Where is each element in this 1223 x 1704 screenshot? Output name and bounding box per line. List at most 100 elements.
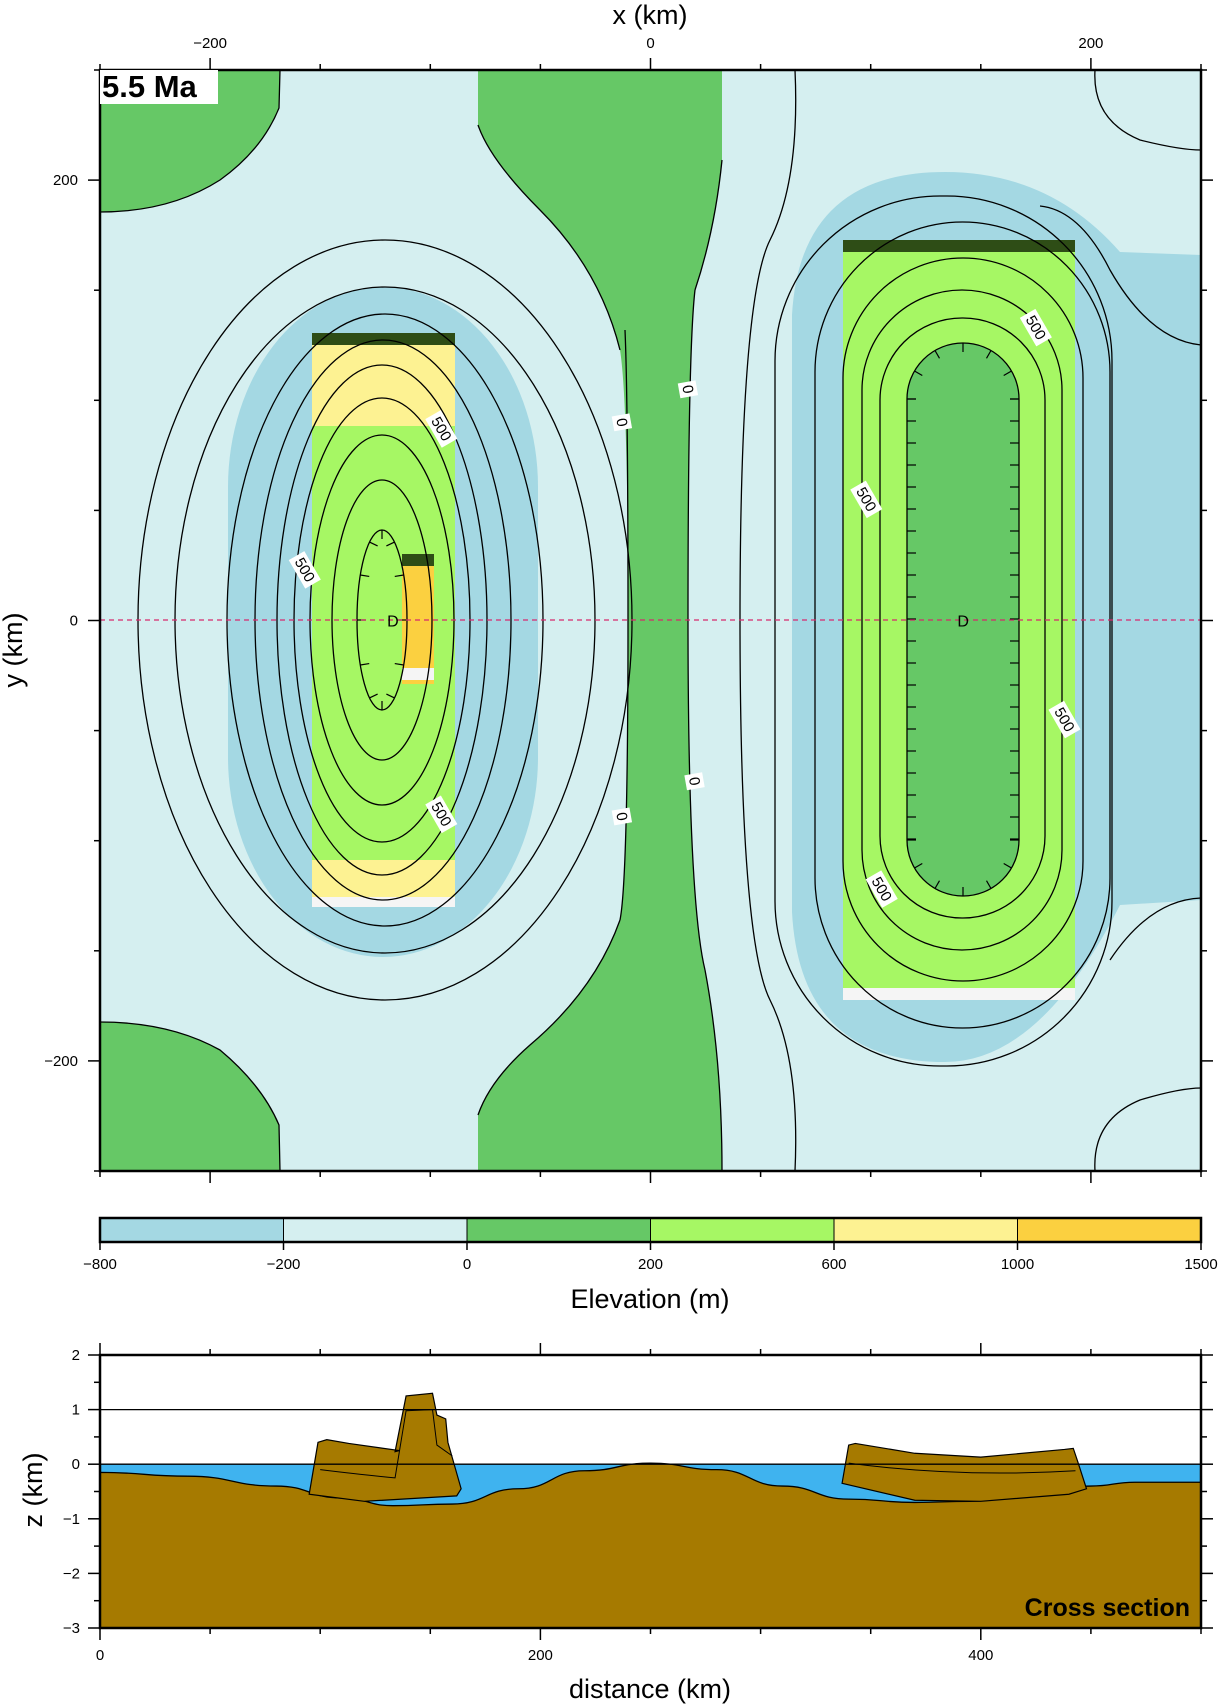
contour-label-text: 0 — [678, 384, 696, 395]
cross-x-tick-label: 200 — [528, 1647, 553, 1664]
contour-label: 0 — [677, 380, 699, 399]
colorbar-label: Elevation (m) — [570, 1284, 729, 1314]
contour-label: 500 — [425, 795, 458, 834]
left-inner-block-bottom — [402, 668, 434, 680]
hachure — [934, 350, 941, 359]
colorbar-tick-label: −800 — [83, 1256, 117, 1273]
colorbar-swatch — [283, 1217, 468, 1243]
depression-marker: D — [957, 614, 969, 631]
cross-y-tick-label: −3 — [63, 1620, 80, 1637]
central-ridge-land — [478, 70, 722, 1171]
cross-section: Cross section 0 200 400 2 1 0 −1 −2 −3 distance … — [18, 1343, 1213, 1704]
contour — [704, 969, 723, 1171]
contour-label-text: 0 — [612, 417, 630, 428]
contour — [100, 1021, 281, 1171]
y-axis-title: y (km) — [0, 613, 28, 688]
cross-x-tick-label: 0 — [96, 1647, 104, 1664]
contour-label-bg — [865, 870, 898, 908]
contour-label-bg — [850, 480, 883, 519]
cross-y-tick-label: −2 — [63, 1565, 80, 1582]
colorbar-swatch — [1017, 1217, 1202, 1243]
cross-x-axis-title: distance (km) — [569, 1674, 731, 1704]
contour-zero-left — [619, 329, 629, 921]
left-basin-high-top — [312, 338, 455, 426]
cross-x-tick-label: 400 — [968, 1647, 993, 1664]
hachure — [985, 880, 992, 889]
contour-label-bg — [611, 413, 633, 432]
contour — [331, 479, 433, 761]
contour-label-bg — [611, 807, 633, 826]
x-tick-label: 0 — [646, 35, 654, 52]
y-tick-label: −200 — [44, 1053, 78, 1070]
cross-y-tick-label: −1 — [63, 1511, 80, 1528]
x-axis-title: x (km) — [613, 0, 688, 30]
hachure — [985, 350, 992, 359]
contour — [694, 159, 723, 291]
contour-label: 0 — [611, 807, 633, 826]
hachure — [394, 574, 404, 578]
colorbar-swatch — [833, 1217, 1018, 1243]
hachure — [386, 693, 395, 699]
colorbar-swatch — [466, 1217, 651, 1243]
colorbar-swatch — [99, 1217, 284, 1243]
contour-label: 0 — [611, 413, 633, 432]
cross-y-tick-label: 2 — [72, 1347, 80, 1364]
hachure — [386, 541, 395, 547]
depression-hachures — [357, 343, 1019, 896]
colorbar-tick-label: 200 — [638, 1256, 663, 1273]
contour — [100, 70, 281, 213]
hachure — [914, 862, 923, 869]
contour — [879, 317, 1046, 919]
land-patch-top-left — [100, 70, 280, 212]
reference-lines — [100, 1408, 1201, 1465]
contour-label: 0 — [684, 772, 705, 791]
hachure — [360, 662, 370, 666]
x-tick-label: 200 — [1078, 35, 1103, 52]
colorbar-tick-label: 0 — [463, 1256, 471, 1273]
map-axes: −200 0 200 200 0 −200 — [44, 35, 1213, 1183]
colorbar-tick-label: 600 — [821, 1256, 846, 1273]
colorbar-tick-label: 1000 — [1001, 1256, 1034, 1273]
left-basin-high-bottom — [312, 860, 455, 902]
cross-y-tick-label: 1 — [72, 1402, 80, 1419]
contour-label-text: 0 — [612, 811, 630, 822]
colorbar-tick-label: −200 — [267, 1256, 301, 1273]
contour-label-bg — [425, 795, 458, 834]
right-basin-top-edge — [843, 240, 1075, 252]
right-basin-bottom-edge — [843, 988, 1075, 1000]
hachure — [1003, 370, 1012, 377]
contour — [1094, 1087, 1201, 1171]
hachure — [369, 693, 378, 699]
hachure — [394, 662, 404, 666]
left-basin-top-edge — [312, 333, 455, 345]
map-title: 5.5 Ma — [102, 69, 198, 104]
y-tick-label: 200 — [53, 172, 78, 189]
contour — [861, 289, 1063, 951]
contour-label-bg — [1019, 308, 1052, 347]
hachure — [1003, 862, 1012, 869]
cross-y-tick-label: 0 — [72, 1456, 80, 1473]
colorbar-swatch — [650, 1217, 835, 1243]
contour-label-bg — [677, 380, 699, 399]
right-basin-depression — [907, 343, 1019, 896]
depression-marker: D — [387, 614, 399, 631]
contour — [774, 195, 1113, 1067]
contour — [1039, 205, 1201, 346]
cross-section-title: Cross section — [1025, 1594, 1190, 1622]
sediment-basins — [308, 1392, 1088, 1502]
contour — [1094, 70, 1201, 151]
contour-label-bg — [288, 551, 321, 589]
colorbar-tick-label: 1500 — [1184, 1256, 1217, 1273]
x-tick-label: −200 — [193, 35, 227, 52]
hachure — [369, 541, 378, 547]
hachure — [934, 880, 941, 889]
cross-section-axes: 0 200 400 2 1 0 −1 −2 −3 — [63, 1343, 1213, 1664]
left-basin-bottom-edge — [312, 897, 455, 907]
hachure — [360, 574, 370, 578]
contour-label-bg — [684, 772, 705, 791]
contour-label-text: 0 — [685, 776, 703, 787]
